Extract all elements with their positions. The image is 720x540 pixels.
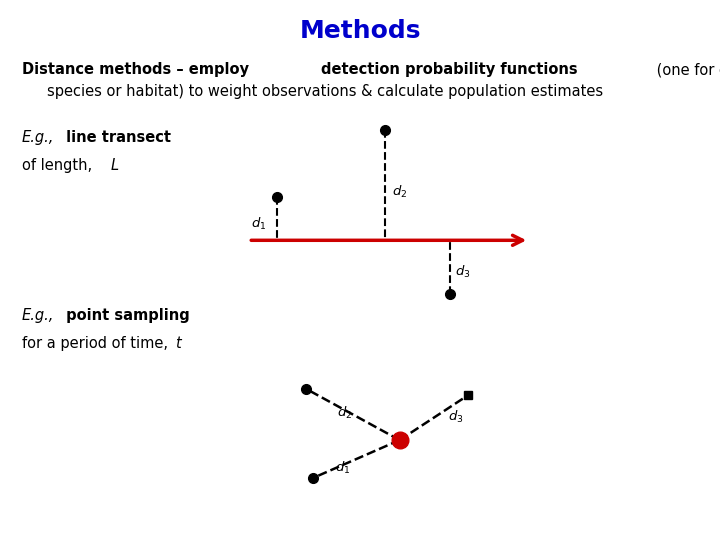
Text: Distance methods – employ: Distance methods – employ — [22, 62, 253, 77]
Text: $d_2$: $d_2$ — [392, 184, 408, 200]
Text: E.g.,: E.g., — [22, 130, 54, 145]
Text: of length,: of length, — [22, 158, 96, 173]
Text: (one for each: (one for each — [652, 62, 720, 77]
Text: point sampling: point sampling — [61, 308, 190, 323]
Text: line transect: line transect — [61, 130, 171, 145]
Text: t: t — [175, 336, 181, 351]
Text: $d_1$: $d_1$ — [251, 216, 266, 232]
Text: Methods: Methods — [300, 19, 420, 43]
Text: $d_1$: $d_1$ — [335, 460, 350, 476]
Text: L: L — [110, 158, 118, 173]
Text: E.g.,: E.g., — [22, 308, 54, 323]
Text: $d_3$: $d_3$ — [455, 264, 471, 280]
Text: $d_2$: $d_2$ — [337, 405, 352, 421]
Text: $d_3$: $d_3$ — [448, 409, 464, 426]
Text: for a period of time,: for a period of time, — [22, 336, 172, 351]
Text: species or habitat) to weight observations & calculate population estimates: species or habitat) to weight observatio… — [47, 84, 603, 99]
Text: detection probability functions: detection probability functions — [321, 62, 577, 77]
